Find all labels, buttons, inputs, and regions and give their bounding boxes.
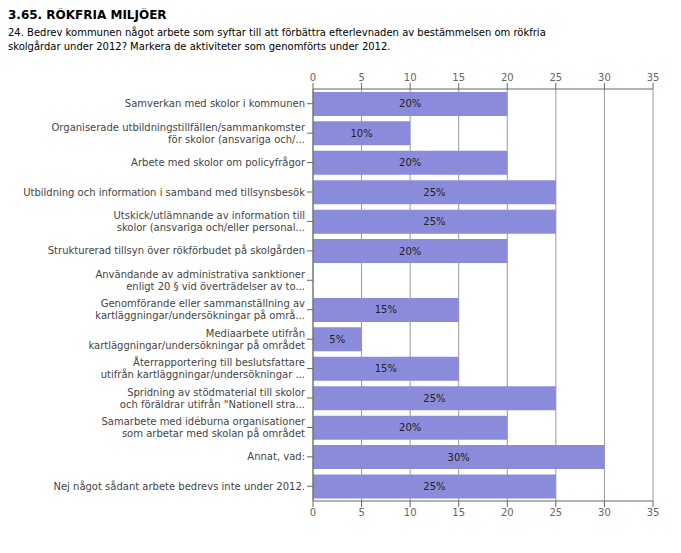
svg-text:20: 20 [501, 72, 514, 83]
svg-text:30: 30 [598, 72, 611, 83]
svg-text:25%: 25% [423, 481, 445, 492]
svg-text:25%: 25% [423, 393, 445, 404]
svg-text:0: 0 [310, 507, 316, 518]
svg-text:10: 10 [404, 72, 417, 83]
svg-text:10: 10 [404, 507, 417, 518]
svg-text:Utbildning och information i s: Utbildning och information i samband med… [23, 187, 305, 198]
svg-text:5%: 5% [329, 334, 345, 345]
svg-text:5: 5 [358, 72, 364, 83]
svg-text:30%: 30% [448, 452, 470, 463]
svg-text:15%: 15% [375, 304, 397, 315]
svg-text:Organiserade utbildningstillfä: Organiserade utbildningstillfällen/samma… [52, 122, 306, 145]
svg-text:25: 25 [549, 72, 562, 83]
svg-text:Arbete med skolor om policyfrå: Arbete med skolor om policyfrågor [131, 156, 306, 168]
svg-text:Annat, vad:: Annat, vad: [247, 451, 305, 462]
svg-text:15: 15 [452, 507, 465, 518]
svg-text:Samarbete med idéburna organis: Samarbete med idéburna organisationersom… [101, 416, 305, 439]
svg-text:25%: 25% [423, 187, 445, 198]
svg-text:5: 5 [358, 507, 364, 518]
svg-text:Samverkan med skolor i kommune: Samverkan med skolor i kommunen [125, 98, 305, 109]
svg-text:10%: 10% [350, 128, 372, 139]
svg-text:25: 25 [549, 507, 562, 518]
svg-text:30: 30 [598, 507, 611, 518]
svg-text:Genomförande eller sammanställ: Genomförande eller sammanställning avkar… [95, 298, 305, 321]
svg-text:35: 35 [647, 507, 660, 518]
svg-text:Nej något sådant arbete bedrev: Nej något sådant arbete bedrevs inte und… [53, 480, 305, 492]
svg-text:35: 35 [647, 72, 660, 83]
svg-text:Återrapportering till beslutsf: Återrapportering till beslutsfattareutif… [101, 356, 305, 380]
svg-text:Strukturerad tillsyn över rökf: Strukturerad tillsyn över rökförbudet på… [48, 244, 305, 256]
svg-text:20%: 20% [399, 157, 421, 168]
svg-text:25%: 25% [423, 216, 445, 227]
svg-text:Mediaarbete utifrånkartläggnin: Mediaarbete utifrånkartläggningar/unders… [88, 327, 305, 351]
svg-text:0: 0 [310, 72, 316, 83]
svg-text:Användande av administrativa s: Användande av administrativa sanktionere… [95, 269, 305, 292]
svg-text:20%: 20% [399, 422, 421, 433]
html-text:3.65. RÖKFRIA MILJÖER: 3.65. RÖKFRIA MILJÖER [8, 8, 167, 22]
svg-text:20%: 20% [399, 246, 421, 257]
svg-text:15%: 15% [375, 363, 397, 374]
html-text:24. Bedrev kommunen något arbe: 24. Bedrev kommunen något arbete som syf… [8, 27, 546, 52]
svg-text:20: 20 [501, 507, 514, 518]
svg-text:20%: 20% [399, 98, 421, 109]
svg-text:Spridning av stödmaterial till: Spridning av stödmaterial till skoloroch… [120, 387, 306, 410]
svg-text:15: 15 [452, 72, 465, 83]
svg-text:Utskick/utlämnande av informat: Utskick/utlämnande av information tillsk… [114, 210, 305, 233]
